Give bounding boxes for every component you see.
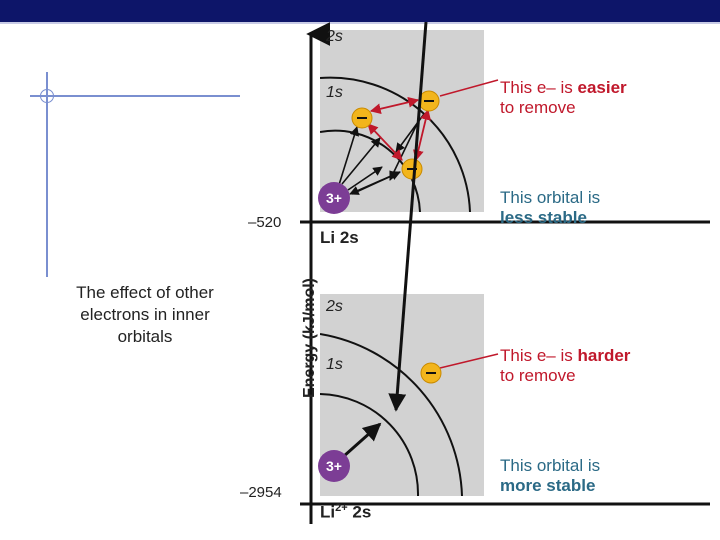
vertical-guide-line <box>46 72 48 277</box>
top-stability-line2: less stable <box>500 208 587 227</box>
bottom-remove-line2: to remove <box>500 366 576 385</box>
bottom-energy-tick: –2954 <box>240 484 282 501</box>
bottom-attraction-arrows <box>343 22 428 458</box>
bottom-outer-orbit <box>320 333 463 496</box>
top-electron-outer <box>418 90 440 112</box>
horizontal-guide-line <box>30 95 240 97</box>
bottom-state-element: Li <box>320 502 336 522</box>
top-remove-line1a: This e– is <box>500 78 578 97</box>
top-remove-note: This e– is easier to remove <box>500 78 627 118</box>
top-stability-line1: This orbital is <box>500 188 601 207</box>
top-remove-line2: to remove <box>500 98 576 117</box>
caption-line-3: orbitals <box>117 327 173 346</box>
top-energy-tick: –520 <box>248 214 282 231</box>
bottom-electron <box>420 362 442 384</box>
figure-graphics: 3+ 3+ <box>300 22 710 524</box>
bottom-state-orbital: 2s <box>352 502 372 522</box>
top-panel <box>320 30 484 212</box>
bottom-remove-line1a: This e– is <box>500 346 578 365</box>
top-pointer-line <box>439 79 499 97</box>
bottom-inner-orbit <box>320 393 420 496</box>
top-remove-emphasis: easier <box>577 78 627 97</box>
bottom-remove-note: This e– is harder to remove <box>500 346 630 386</box>
svg-text:3+: 3+ <box>326 190 342 206</box>
bottom-2s-label: 2s <box>326 298 343 315</box>
top-electron-inner-a <box>351 107 373 129</box>
caption-line-2: electrons in inner <box>80 305 210 324</box>
top-1s-label: 1s <box>326 84 343 101</box>
top-attraction-arrows <box>337 113 425 195</box>
bottom-1s-label: 1s <box>326 356 343 373</box>
caption-line-1: The effect of other <box>76 283 214 302</box>
top-electron-inner-b <box>401 158 423 180</box>
top-repulsion-arrows <box>367 96 431 162</box>
top-stability-note: This orbital is less stable <box>500 188 600 228</box>
bottom-remove-emphasis: harder <box>577 346 631 365</box>
bottom-pointer-line <box>439 353 499 369</box>
bottom-state-label: Li2+ 2s <box>320 502 371 523</box>
bottom-state-charge: 2+ <box>335 502 348 514</box>
energy-axis-label: Energy (kJ/mol) <box>301 277 318 399</box>
slide-caption: The effect of other electrons in inner o… <box>50 282 240 348</box>
top-nucleus: 3+ <box>318 182 350 214</box>
top-2s-label: 2s <box>326 28 343 45</box>
bottom-nucleus: 3+ <box>318 450 350 482</box>
crosshair-circle-icon <box>40 89 54 103</box>
energy-figure: 3+ 3+ 2s 1s 2s 1s –520 –2954 Ener <box>240 22 720 540</box>
svg-text:3+: 3+ <box>326 458 342 474</box>
top-state-label: Li 2s <box>320 228 359 247</box>
banner-underline <box>0 22 720 24</box>
bottom-stability-line1: This orbital is <box>500 456 601 475</box>
bottom-stability-note: This orbital is more stable <box>500 456 600 496</box>
bottom-stability-line2: more stable <box>500 476 596 495</box>
top-banner <box>0 0 720 22</box>
